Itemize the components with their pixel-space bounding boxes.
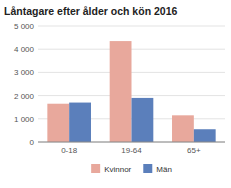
y-tick-label: 0 (30, 138, 35, 147)
bar (69, 103, 91, 142)
y-axis: 0 1 000 2 000 3 000 4 000 5 000 (14, 22, 225, 147)
x-tick-label: 0-18 (61, 146, 78, 155)
bar (172, 115, 194, 142)
y-tick-label: 3 000 (14, 68, 35, 77)
legend-label: Kvinnor (104, 165, 131, 174)
bar (110, 41, 132, 142)
bars (47, 41, 215, 142)
grid-line (38, 26, 225, 27)
bar (194, 129, 216, 142)
bar (47, 104, 69, 142)
y-tick-label: 2 000 (14, 92, 35, 101)
x-tick-label: 65+ (187, 146, 201, 155)
y-tick-label: 1 000 (14, 115, 35, 124)
legend: Kvinnor Män (91, 164, 172, 174)
bar (132, 98, 154, 142)
x-tick-label: 19-64 (121, 146, 142, 155)
y-tick-label: 5 000 (14, 22, 35, 31)
legend-swatch (91, 164, 100, 173)
title: Låntagare efter ålder och kön 2016 (4, 5, 177, 17)
x-axis-line (38, 142, 225, 143)
y-tick-label: 4 000 (14, 45, 35, 54)
legend-swatch (143, 164, 152, 173)
chart: Låntagare efter ålder och kön 2016 0 1 000… (0, 0, 231, 188)
grid-line (38, 142, 225, 143)
legend-label: Män (156, 165, 172, 174)
